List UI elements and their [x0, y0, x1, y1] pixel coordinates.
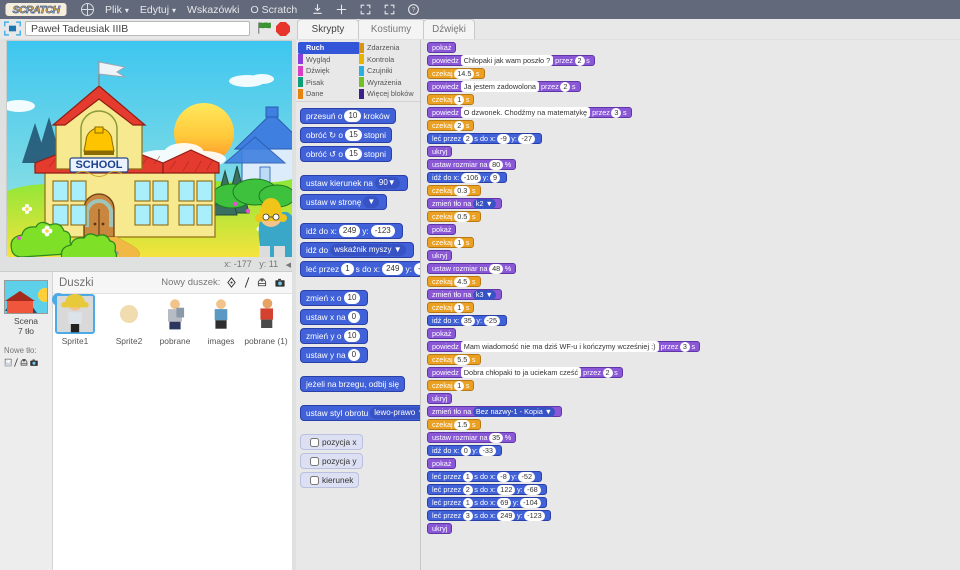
svg-text:?: ? [412, 7, 416, 14]
svg-text:SCRATCH: SCRATCH [12, 4, 60, 16]
svg-text:SCHOOL: SCHOOL [75, 159, 122, 171]
